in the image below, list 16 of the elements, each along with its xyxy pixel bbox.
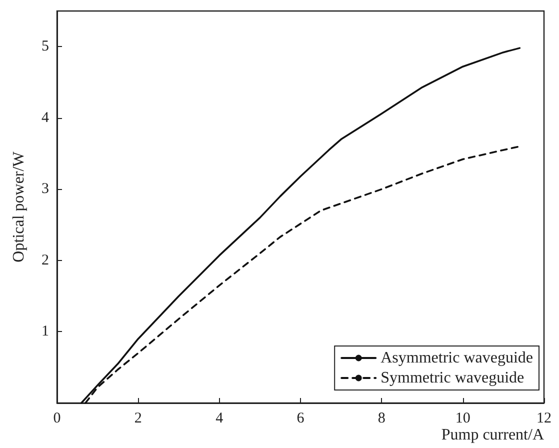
x-tick-label: 6 <box>296 410 305 426</box>
y-tick-label: 1 <box>42 324 49 340</box>
x-tick-label: 4 <box>216 410 224 426</box>
y-tick-label: 5 <box>42 38 49 55</box>
legend-label: Symmetric waveguide <box>380 370 524 386</box>
x-tick-label: 8 <box>378 410 386 426</box>
x-axis-title: Pump current/A <box>441 426 544 444</box>
x-tick-label: 10 <box>455 410 470 426</box>
x-tick-label: 12 <box>536 410 552 426</box>
x-tick-label: 2 <box>134 410 142 426</box>
y-tick-label: 3 <box>42 181 49 198</box>
y-axis-title: Optical power/W <box>10 150 28 262</box>
legend-label: Asymmetric waveguide <box>380 350 534 366</box>
y-tick-label: 4 <box>42 110 50 126</box>
y-tick-label: 2 <box>42 252 49 268</box>
x-tick-label: 0 <box>53 410 61 426</box>
